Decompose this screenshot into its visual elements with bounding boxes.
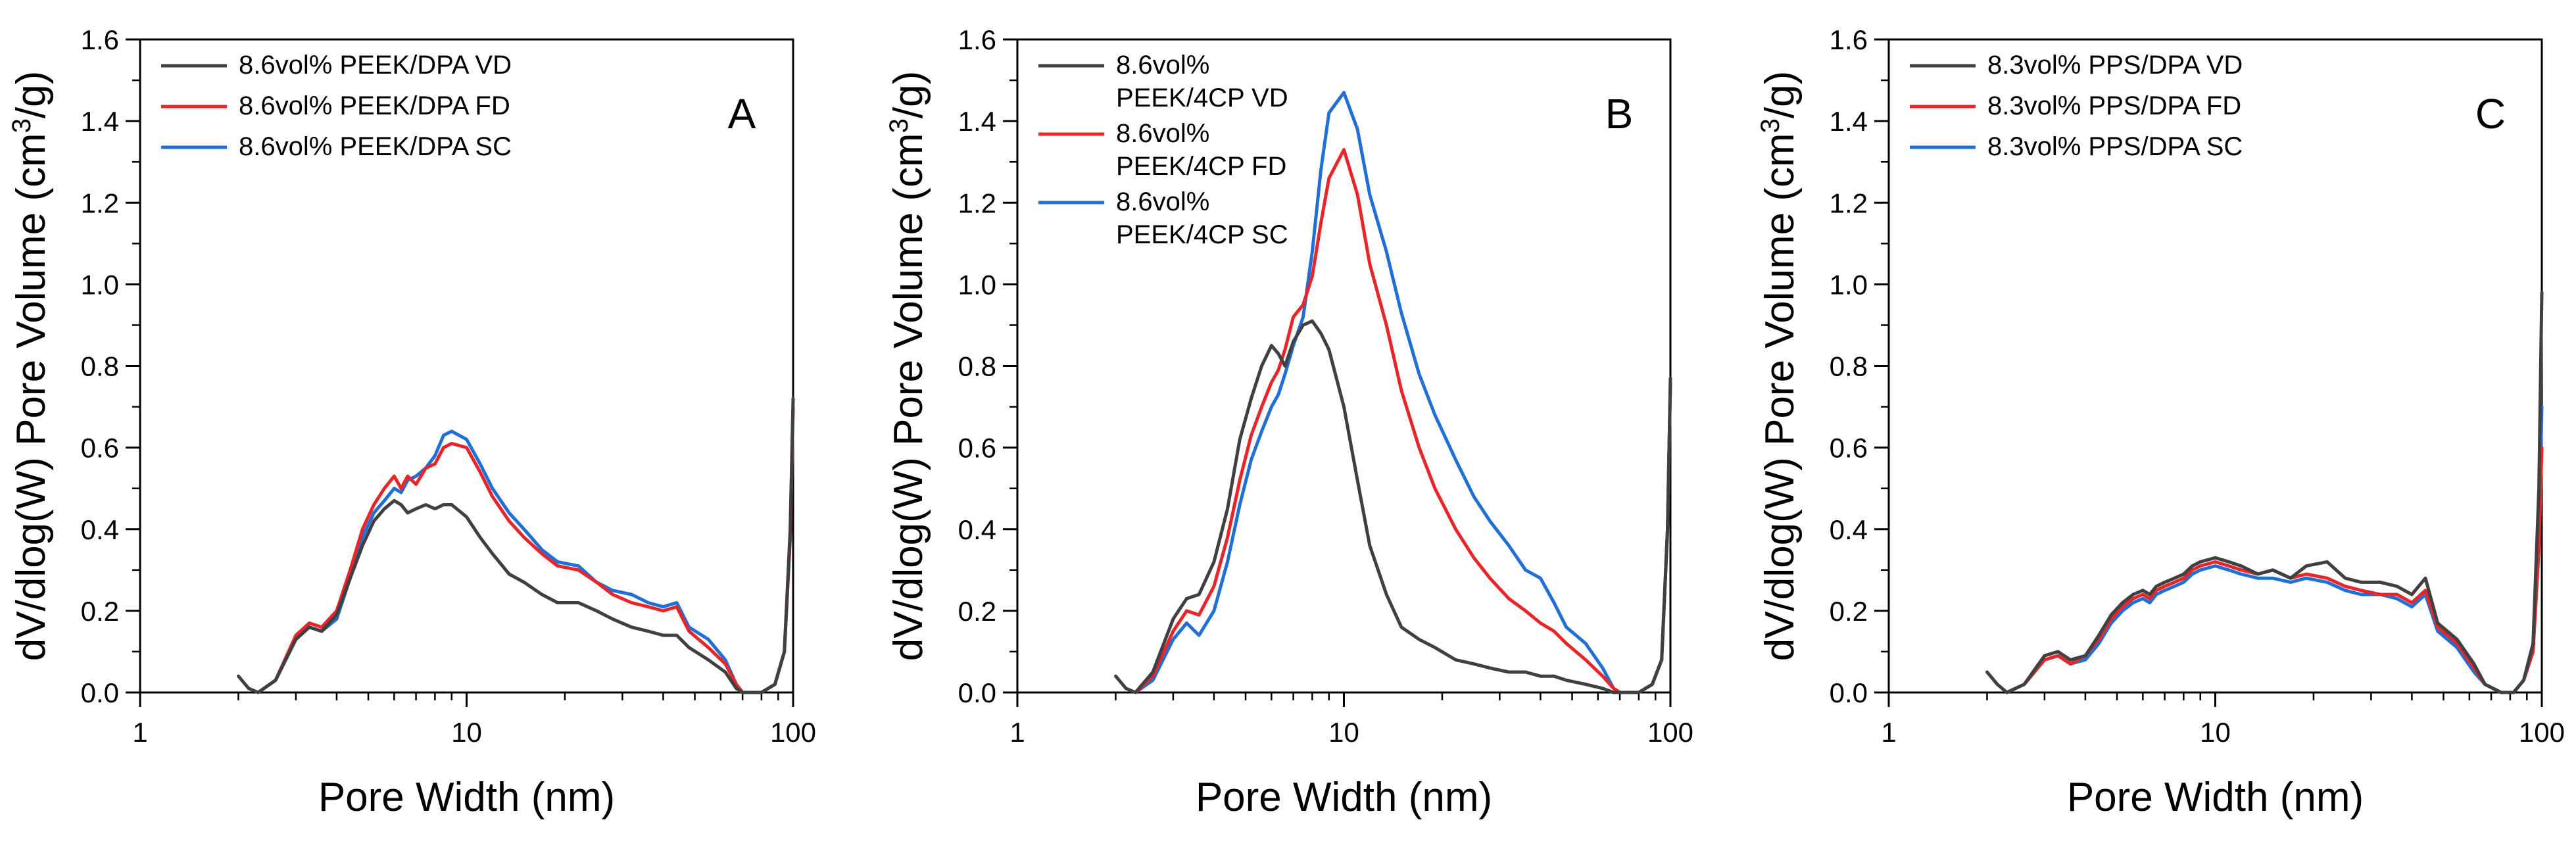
x-axis-title: Pore Width (nm): [1196, 775, 1492, 820]
y-axis-title: dV/dlog(W) Pore Volume (cm3/g): [1756, 71, 1803, 661]
series-line-vd: [237, 397, 795, 694]
y-tick-label: 1.2: [81, 187, 119, 218]
y-tick-label: 0.0: [1830, 677, 1868, 708]
legend-label: 8.6vol%: [1116, 187, 1209, 216]
y-tick-label: 0.4: [958, 514, 996, 545]
y-axis-title-main: dV/dlog(W) Pore Volume (cm: [9, 133, 54, 661]
x-tick-label: 10: [451, 717, 482, 748]
y-axis-title-superscript: 3: [7, 118, 36, 133]
y-tick-label: 1.4: [958, 106, 996, 137]
y-axis-title-tail: /g): [886, 71, 931, 118]
y-axis-title-superscript: 3: [1756, 118, 1785, 133]
legend-label: 8.6vol%: [1116, 51, 1209, 80]
panel-a: 1 10 100 0.0 0.2 0.4 0.6 0.8 1.0 1.2 1.4 1.6 Pore Wi…: [7, 24, 816, 820]
x-tick-label: 1: [132, 717, 147, 748]
y-tick-label: 1.0: [81, 269, 119, 300]
x-tick-label: 1: [1009, 717, 1025, 748]
legend-label: 8.6vol%: [1116, 119, 1209, 148]
series-line-vd: [1114, 319, 1672, 694]
legend-label: PEEK/4CP FD: [1116, 152, 1286, 181]
x-tick-label: 1: [1881, 717, 1896, 748]
y-tick-label: 0.2: [1830, 596, 1868, 627]
series-line-sc: [256, 405, 795, 694]
y-tick-label: 0.0: [958, 677, 996, 708]
y-tick-label: 0.4: [81, 514, 119, 545]
y-tick-label: 0.2: [81, 596, 119, 627]
plot-frame: [1016, 38, 1672, 694]
legend-label: 8.3vol% PPS/DPA SC: [1987, 132, 2243, 161]
y-tick-label: 0.8: [81, 351, 119, 382]
series-line-sc: [2005, 405, 2544, 694]
x-axis-title: Pore Width (nm): [2067, 775, 2364, 820]
legend-label: 8.3vol% PPS/DPA FD: [1987, 91, 2241, 120]
panel-letter: A: [728, 90, 756, 137]
x-tick-label: 10: [2200, 717, 2231, 748]
y-tick-label: 0.0: [81, 677, 119, 708]
x-tick-label: 10: [1328, 717, 1359, 748]
y-tick-label: 1.4: [81, 106, 119, 137]
y-axis-title-tail: /g): [1757, 71, 1803, 118]
y-tick-label: 0.8: [958, 351, 996, 382]
y-tick-label: 1.4: [1830, 106, 1868, 137]
y-tick-label: 0.6: [1830, 433, 1868, 464]
legend-label: 8.3vol% PPS/DPA VD: [1987, 51, 2243, 80]
series-line-sc: [1134, 91, 1672, 694]
panel-b: 1 10 100 0.0 0.2 0.4 0.6 0.8 1.0 1.2 1.4 1.6 Pore Wi…: [885, 24, 1693, 820]
y-tick-label: 0.8: [1830, 351, 1868, 382]
y-axis-title-superscript: 3: [885, 118, 913, 133]
y-tick-label: 0.6: [958, 433, 996, 464]
y-tick-label: 1.6: [81, 24, 119, 55]
x-axis-title: Pore Width (nm): [318, 775, 615, 820]
series-line-fd: [1134, 148, 1672, 694]
y-tick-label: 1.6: [1830, 24, 1868, 55]
panel-letter: C: [2475, 90, 2506, 137]
y-tick-label: 1.0: [958, 269, 996, 300]
x-tick-label: 100: [770, 717, 816, 748]
y-tick-label: 1.6: [958, 24, 996, 55]
y-tick-label: 1.2: [1830, 187, 1868, 218]
y-tick-label: 0.2: [958, 596, 996, 627]
y-axis-title-main: dV/dlog(W) Pore Volume (cm: [1757, 133, 1803, 661]
panel-letter: B: [1605, 90, 1634, 137]
y-tick-label: 0.6: [81, 433, 119, 464]
y-axis-title-main: dV/dlog(W) Pore Volume (cm: [886, 133, 931, 661]
legend-label: 8.6vol% PEEK/DPA FD: [239, 91, 510, 120]
x-tick-label: 100: [2519, 717, 2565, 748]
y-axis-title-tail: /g): [9, 71, 54, 118]
y-axis-title: dV/dlog(W) Pore Volume (cm3/g): [7, 71, 54, 661]
legend-label: 8.6vol% PEEK/DPA VD: [239, 51, 512, 80]
legend-label: 8.6vol% PEEK/DPA SC: [239, 132, 512, 161]
y-tick-label: 1.0: [1830, 269, 1868, 300]
y-tick-label: 0.4: [1830, 514, 1868, 545]
x-tick-label: 100: [1647, 717, 1693, 748]
series-line-vd: [1985, 291, 2544, 694]
legend-label: PEEK/4CP VD: [1116, 84, 1288, 112]
panel-c: 1 10 100 0.0 0.2 0.4 0.6 0.8 1.0 1.2 1.4 1.6 Pore Wi…: [1756, 24, 2565, 820]
y-tick-label: 1.2: [958, 187, 996, 218]
series-line-fd: [256, 405, 795, 694]
y-axis-title: dV/dlog(W) Pore Volume (cm3/g): [885, 71, 931, 661]
legend-label: PEEK/4CP SC: [1116, 220, 1288, 249]
